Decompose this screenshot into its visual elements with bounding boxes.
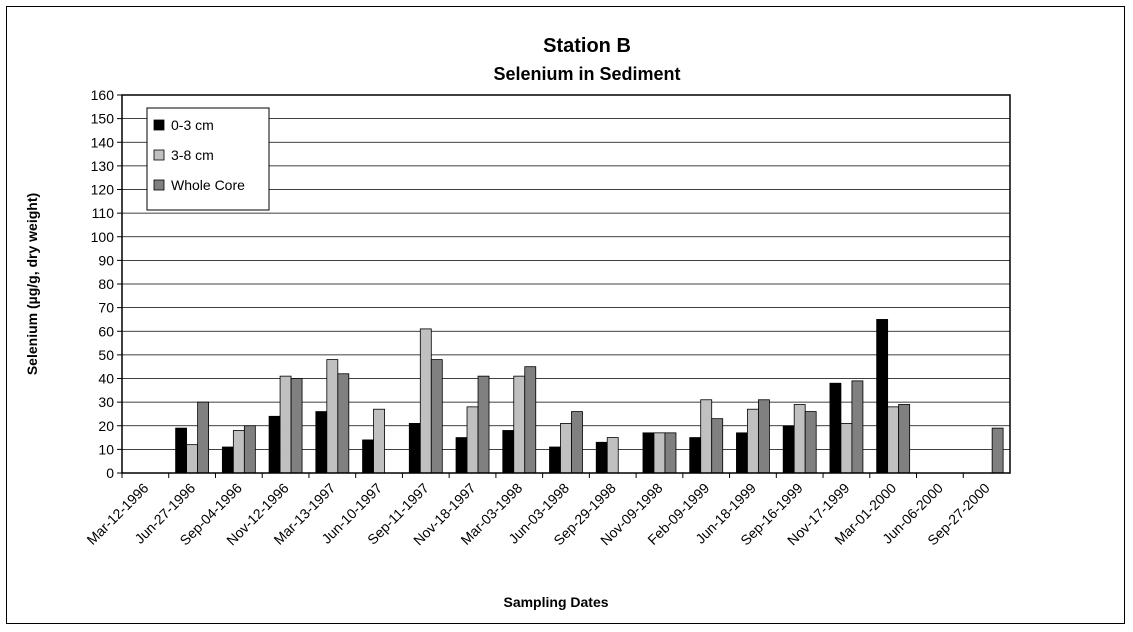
bar-3-8-cm bbox=[232, 430, 245, 474]
bar-whole-core bbox=[991, 427, 1004, 474]
y-tick-label: 90 bbox=[98, 252, 114, 268]
bar-0-3-cm bbox=[689, 437, 702, 474]
bar-0-3-cm bbox=[455, 437, 468, 474]
bar-3-8-cm bbox=[466, 406, 479, 474]
bar-0-3-cm bbox=[268, 415, 281, 474]
y-tick-label: 10 bbox=[98, 441, 114, 457]
bar-whole-core bbox=[430, 359, 443, 474]
bar-3-8-cm bbox=[186, 444, 199, 474]
bar-0-3-cm bbox=[315, 411, 328, 474]
y-tick-label: 140 bbox=[91, 134, 115, 150]
plot-area-border bbox=[121, 94, 1011, 474]
bar-3-8-cm bbox=[373, 408, 385, 474]
bar-3-8-cm bbox=[653, 432, 666, 474]
bar-0-3-cm bbox=[595, 441, 608, 474]
chart-frame: Station B Selenium in Sediment 0 10 20 30 40… bbox=[6, 6, 1125, 624]
bar-whole-core bbox=[290, 378, 303, 474]
bar-whole-core bbox=[898, 404, 911, 474]
y-tick-label: 100 bbox=[91, 229, 115, 245]
bar-whole-core bbox=[477, 375, 490, 474]
bars bbox=[175, 319, 1004, 474]
bar-3-8-cm bbox=[513, 375, 526, 474]
y-tick-label: 160 bbox=[91, 87, 115, 103]
y-tick-label: 120 bbox=[91, 182, 115, 198]
y-tick-label: 30 bbox=[98, 394, 114, 410]
bar-whole-core bbox=[804, 411, 817, 474]
bar-3-8-cm bbox=[560, 422, 572, 474]
bar-0-3-cm bbox=[362, 439, 374, 474]
bar-0-3-cm bbox=[736, 432, 748, 474]
bar-3-8-cm bbox=[793, 404, 806, 474]
x-axis-title: Sampling Dates bbox=[503, 594, 608, 610]
legend-swatch bbox=[153, 149, 165, 161]
bar-0-3-cm bbox=[502, 430, 515, 474]
bar-0-3-cm bbox=[876, 319, 889, 474]
y-tick-label: 70 bbox=[98, 300, 114, 316]
bar-whole-core bbox=[664, 432, 677, 474]
legend-swatch bbox=[153, 119, 165, 131]
bar-whole-core bbox=[524, 366, 537, 474]
chart-svg: Station B Selenium in Sediment 0 10 20 30 40… bbox=[24, 35, 1011, 610]
bar-3-8-cm bbox=[700, 399, 713, 474]
y-tick-label: 50 bbox=[98, 347, 114, 363]
bar-whole-core bbox=[197, 401, 210, 474]
y-tick-label: 0 bbox=[106, 465, 114, 481]
legend-box bbox=[146, 107, 270, 211]
legend-swatch bbox=[153, 179, 165, 191]
y-axis-ticks: 0 10 20 30 40 50 60 70 80 90 100 110 120 130 140 150 160 bbox=[91, 87, 122, 481]
bar-whole-core bbox=[243, 425, 256, 474]
bar-3-8-cm bbox=[747, 408, 759, 474]
bar-3-8-cm bbox=[840, 422, 853, 474]
bar-0-3-cm bbox=[221, 446, 234, 474]
bar-0-3-cm bbox=[175, 427, 188, 474]
bar-0-3-cm bbox=[829, 382, 842, 474]
bar-0-3-cm bbox=[549, 446, 561, 474]
bar-3-8-cm bbox=[887, 406, 900, 474]
bar-whole-core bbox=[851, 380, 864, 474]
legend-label: 3-8 cm bbox=[171, 147, 214, 163]
bar-whole-core bbox=[711, 418, 724, 474]
y-tick-label: 80 bbox=[98, 276, 114, 292]
y-tick-label: 40 bbox=[98, 371, 114, 387]
bar-whole-core bbox=[571, 411, 583, 474]
bar-0-3-cm bbox=[642, 432, 655, 474]
y-tick-label: 130 bbox=[91, 158, 115, 174]
legend-label: 0-3 cm bbox=[171, 117, 214, 133]
y-tick-label: 20 bbox=[98, 418, 114, 434]
x-axis-ticks: Mar-12-1996Jun-27-1996Sep-04-1996Nov-12-… bbox=[83, 473, 993, 548]
legend-label: Whole Core bbox=[171, 177, 245, 193]
bar-3-8-cm bbox=[279, 375, 292, 474]
bar-3-8-cm bbox=[606, 437, 619, 474]
chart-subtitle: Selenium in Sediment bbox=[493, 64, 680, 84]
chart-title: Station B bbox=[543, 35, 631, 57]
bar-whole-core bbox=[337, 373, 350, 474]
legend: 0-3 cm 3-8 cm Whole Core bbox=[146, 107, 270, 211]
y-tick-label: 60 bbox=[98, 323, 114, 339]
y-tick-label: 110 bbox=[92, 205, 115, 221]
bar-3-8-cm bbox=[419, 328, 432, 474]
bar-whole-core bbox=[758, 399, 770, 474]
bar-0-3-cm bbox=[782, 425, 795, 474]
y-axis-title: Selenium (µg/g, dry weight) bbox=[24, 193, 40, 375]
bar-3-8-cm bbox=[326, 359, 339, 474]
bar-0-3-cm bbox=[408, 422, 421, 474]
y-tick-label: 150 bbox=[91, 111, 115, 127]
